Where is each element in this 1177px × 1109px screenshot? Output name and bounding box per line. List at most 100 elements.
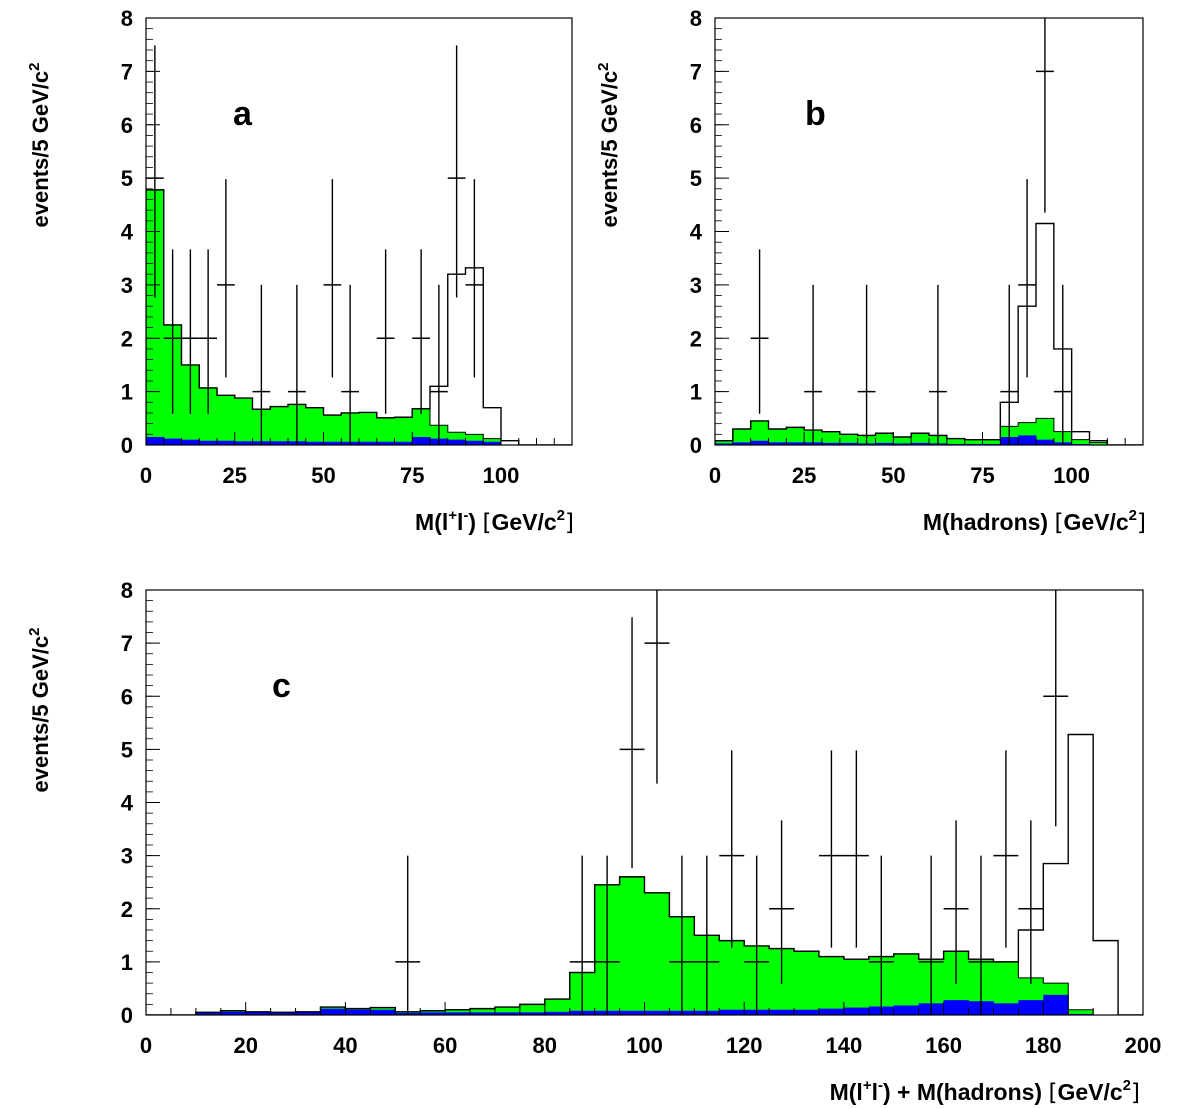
blue-bar <box>1036 439 1055 445</box>
blue-bar <box>911 442 930 445</box>
green-bar <box>359 412 378 445</box>
x-tick-label: 20 <box>233 1033 257 1058</box>
green-bar <box>822 431 841 445</box>
x-tick-label: 120 <box>726 1033 763 1058</box>
x-tick-label: 0 <box>140 463 152 488</box>
blue-bar <box>195 1012 222 1015</box>
green-bar <box>470 1008 496 1015</box>
panel-a: 0 1 2 3 4 5 6 7 8 0 25 50 75 100 a events/5 GeV/c2 M(l+l… <box>26 6 574 536</box>
plot-frame <box>714 17 1144 446</box>
y-tick-label: 3 <box>121 273 133 298</box>
blue-bar <box>270 441 289 445</box>
x-tick-label: 140 <box>826 1033 863 1058</box>
green-bar <box>843 959 870 1015</box>
x-tick-label: 0 <box>140 1033 152 1058</box>
green-bar <box>715 440 734 445</box>
blue-bar <box>420 1012 446 1015</box>
green-bar <box>786 427 805 445</box>
blue-bar <box>345 1009 371 1015</box>
y-tick-label: 6 <box>121 684 133 709</box>
blue-bar <box>359 441 378 445</box>
y-tick-label: 5 <box>121 737 133 762</box>
y-axis-label: events/5 GeV/c2 <box>26 628 53 793</box>
plot-area <box>146 45 572 445</box>
green-bar <box>893 953 920 1015</box>
blue-bar <box>494 1012 521 1015</box>
x-tick-label: 75 <box>970 463 994 488</box>
x-tick-label: 50 <box>881 463 905 488</box>
blue-bar <box>465 440 484 445</box>
y-tick-label: 8 <box>121 6 133 31</box>
x-tick-label: 25 <box>792 463 816 488</box>
blue-bar <box>370 1009 396 1015</box>
blue-bar <box>323 441 342 445</box>
blue-bar <box>376 441 395 445</box>
green-bar <box>217 395 236 445</box>
x-tick-label: 100 <box>626 1033 663 1058</box>
green-bar <box>875 433 894 445</box>
green-bar <box>768 428 787 445</box>
green-bar <box>818 956 845 1015</box>
green-bar <box>465 434 484 445</box>
blue-bar <box>447 439 466 445</box>
green-bar <box>376 417 395 445</box>
blue-bar <box>1018 435 1037 445</box>
y-axis-label: events/5 GeV/c2 <box>595 63 622 228</box>
green-bar <box>839 434 859 445</box>
x-tick-label: 0 <box>709 463 721 488</box>
y-tick-label: 4 <box>121 220 134 245</box>
plot-area <box>146 590 1143 1015</box>
green-bar <box>323 415 342 445</box>
green-bar <box>494 1007 521 1015</box>
y-tick-label: 5 <box>690 166 702 191</box>
y-tick-label: 6 <box>690 113 702 138</box>
green-bar <box>644 892 670 1015</box>
blue-bar <box>893 443 912 445</box>
blue-bar <box>445 1012 471 1015</box>
y-tick-label: 3 <box>121 844 133 869</box>
green-bar <box>1068 1009 1094 1015</box>
green-bar <box>412 408 431 445</box>
x-tick-label: 50 <box>311 463 335 488</box>
blue-bar <box>245 1012 272 1015</box>
plot-frame <box>145 17 573 446</box>
blue-bar <box>270 1012 297 1015</box>
green-bar <box>794 951 820 1015</box>
y-tick-label: 6 <box>121 113 133 138</box>
blue-bar <box>181 439 200 445</box>
green-bar <box>750 420 769 445</box>
blue-bar <box>544 1011 571 1015</box>
green-bar <box>982 439 1001 445</box>
signal-histogram-outline <box>146 189 572 445</box>
green-bar <box>719 940 745 1015</box>
blue-bar <box>234 441 253 445</box>
x-axis-label: M(l+l-) [GeV/c2] <box>415 507 574 536</box>
blue-bar <box>644 1010 670 1015</box>
green-bar <box>544 999 571 1015</box>
blue-bar <box>220 1011 247 1015</box>
green-bar <box>270 406 289 445</box>
x-axis-label: M(l+l-) + M(hadrons) [GeV/c2] <box>830 1077 1140 1106</box>
green-bar <box>911 433 930 445</box>
panel-label: b <box>805 95 826 133</box>
x-tick-label: 80 <box>533 1033 557 1058</box>
y-tick-label: 1 <box>121 950 133 975</box>
y-axis-label: events/5 GeV/c2 <box>26 63 53 228</box>
y-tick-label: 2 <box>121 897 133 922</box>
blue-bar <box>768 442 787 445</box>
blue-bar <box>732 442 752 445</box>
y-tick-label: 1 <box>121 380 133 405</box>
y-tick-label: 0 <box>690 433 702 458</box>
y-tick-label: 1 <box>690 380 702 405</box>
signal-histogram-outline <box>146 733 1143 1015</box>
green-bar <box>394 417 413 445</box>
y-tick-label: 7 <box>690 59 702 84</box>
blue-bar <box>818 1008 845 1015</box>
y-tick-label: 2 <box>690 326 702 351</box>
blue-bar <box>519 1012 546 1015</box>
blue-bar <box>146 436 165 445</box>
x-tick-label: 25 <box>223 463 247 488</box>
blue-bar <box>839 442 859 445</box>
